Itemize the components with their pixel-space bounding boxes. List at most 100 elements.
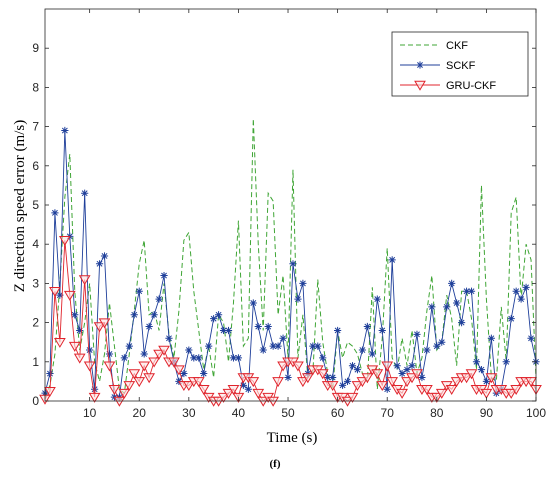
data-point-gru-ckf — [173, 365, 185, 376]
data-point-sckf — [254, 322, 262, 331]
data-point-gru-ckf — [227, 384, 240, 395]
data-point-sckf — [264, 322, 272, 331]
data-point-sckf — [180, 369, 188, 378]
data-point-sckf — [423, 346, 431, 354]
data-point-sckf — [214, 311, 223, 319]
data-point-gru-ckf — [73, 353, 86, 364]
data-point-gru-ckf — [356, 377, 369, 388]
y-tick-label: 7 — [32, 120, 39, 134]
data-point-gru-ckf — [292, 361, 304, 372]
data-point-gru-ckf — [450, 377, 463, 388]
y-tick-label: 0 — [32, 394, 39, 408]
data-point-sckf — [125, 342, 133, 350]
data-point-gru-ckf — [505, 388, 518, 399]
data-point-sckf — [462, 287, 471, 295]
data-point-sckf — [383, 385, 391, 393]
data-point-sckf — [224, 326, 233, 335]
data-point-sckf — [249, 299, 257, 307]
data-point-gru-ckf — [301, 373, 314, 384]
x-tick-label: 50 — [281, 406, 295, 420]
y-tick-label: 1 — [32, 355, 39, 369]
data-point-gru-ckf — [192, 377, 205, 388]
data-point-gru-ckf — [510, 384, 523, 395]
data-point-gru-ckf — [396, 388, 408, 399]
data-point-sckf — [150, 311, 158, 319]
data-layer — [39, 118, 542, 407]
data-point-sckf — [438, 338, 446, 346]
data-point-sckf — [195, 354, 203, 362]
data-point-sckf — [413, 330, 421, 338]
data-point-gru-ckf — [83, 361, 96, 372]
data-point-sckf — [244, 385, 252, 393]
data-point-sckf — [472, 358, 481, 366]
y-tick-label: 4 — [32, 237, 39, 251]
data-point-sckf — [279, 334, 287, 342]
data-point-gru-ckf — [346, 392, 359, 403]
data-point-gru-ckf — [212, 396, 225, 407]
series-ckf — [44, 118, 537, 398]
data-point-sckf — [363, 322, 371, 331]
data-point-sckf — [507, 315, 515, 323]
y-tick-label: 9 — [32, 41, 39, 55]
data-point-sckf — [358, 346, 367, 354]
data-point-gru-ckf — [485, 373, 498, 384]
data-point-gru-ckf — [88, 392, 101, 403]
data-point-sckf — [368, 350, 376, 358]
data-point-gru-ckf — [153, 349, 165, 360]
data-point-sckf — [487, 334, 495, 342]
legend: CKF SCKF GRU-CKF — [391, 31, 529, 97]
legend-label-sckf: SCKF — [446, 60, 476, 72]
x-tick-label: 10 — [83, 406, 97, 420]
data-point-sckf — [527, 334, 535, 342]
data-point-gru-ckf — [103, 361, 116, 372]
data-point-sckf — [61, 126, 69, 135]
data-point-gru-ckf — [460, 373, 473, 384]
data-point-sckf — [329, 373, 337, 382]
data-point-sckf — [294, 295, 302, 303]
data-point-sckf — [433, 342, 441, 350]
series-sckf — [41, 126, 540, 401]
data-point-sckf — [467, 287, 476, 295]
data-point-gru-ckf — [411, 369, 423, 380]
data-point-gru-ckf — [113, 396, 126, 407]
data-point-sckf — [135, 287, 143, 295]
legend-label-ckf: CKF — [446, 40, 468, 52]
data-point-sckf — [453, 299, 461, 307]
data-point-gru-ckf — [143, 373, 156, 384]
data-point-sckf — [393, 362, 401, 370]
data-point-gru-ckf — [435, 388, 448, 399]
data-point-gru-ckf — [63, 290, 76, 301]
data-point-gru-ckf — [44, 386, 56, 397]
data-point-gru-ckf — [267, 396, 280, 407]
data-point-gru-ckf — [525, 377, 537, 388]
data-point-sckf — [403, 366, 411, 374]
data-point-gru-ckf — [54, 337, 66, 348]
data-point-gru-ckf — [341, 396, 354, 407]
data-point-sckf — [338, 381, 347, 389]
data-point-sckf — [90, 385, 99, 393]
data-point-gru-ckf — [58, 236, 71, 247]
series-gru-ckf — [39, 236, 542, 407]
data-point-gru-ckf — [123, 381, 136, 392]
data-point-sckf — [160, 271, 168, 280]
data-point-sckf — [259, 346, 267, 354]
data-point-sckf — [324, 373, 332, 382]
y-tick-label: 3 — [32, 276, 39, 290]
data-point-gru-ckf — [247, 377, 260, 388]
data-point-sckf — [239, 381, 247, 389]
data-point-sckf — [46, 369, 54, 378]
data-point-sckf — [86, 346, 94, 354]
data-point-sckf — [120, 354, 128, 362]
data-point-gru-ckf — [158, 345, 170, 356]
data-point-gru-ckf — [182, 381, 195, 392]
data-point-gru-ckf — [361, 373, 374, 384]
data-point-gru-ckf — [197, 384, 210, 395]
data-point-sckf — [408, 362, 416, 370]
data-point-sckf — [284, 373, 292, 382]
data-point-sckf — [95, 260, 104, 268]
data-point-gru-ckf — [277, 361, 289, 372]
data-point-sckf — [343, 377, 352, 385]
data-point-sckf — [502, 358, 510, 366]
data-point-gru-ckf — [168, 357, 180, 368]
data-point-sckf — [190, 354, 198, 362]
